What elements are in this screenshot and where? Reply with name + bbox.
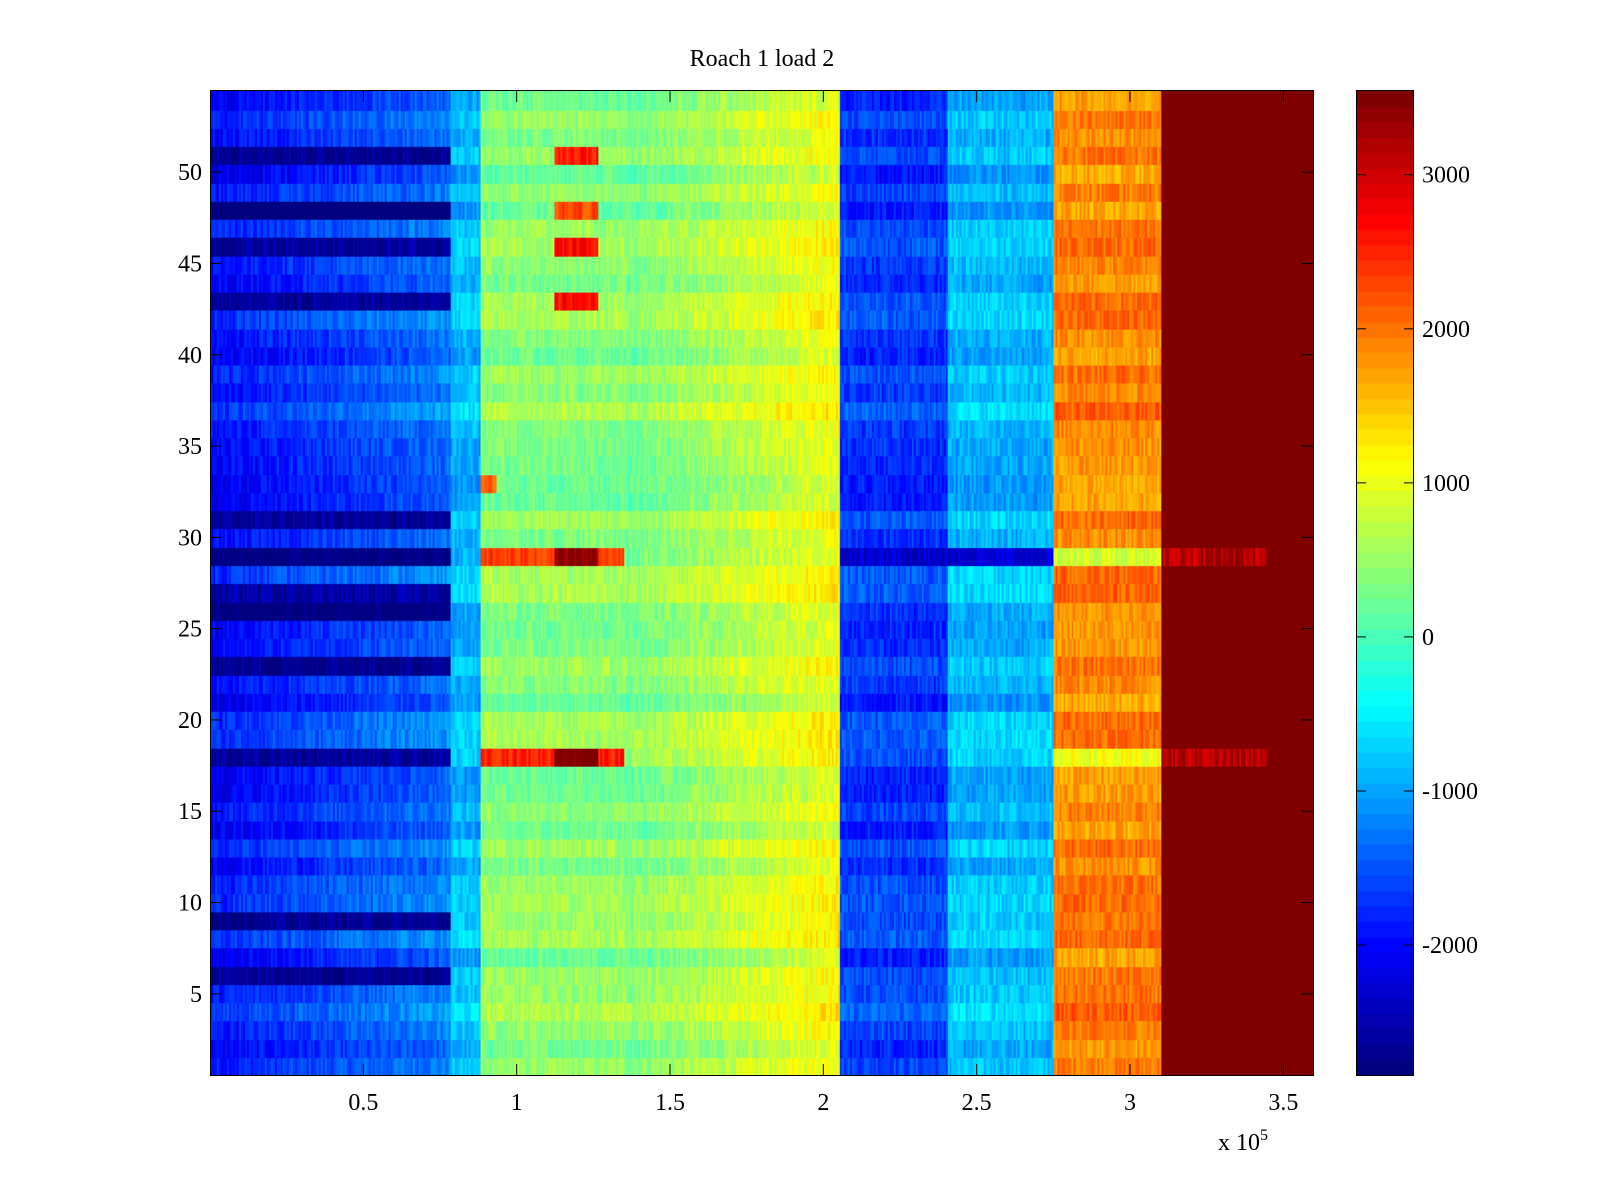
y-tick-label: 5 [190, 982, 202, 1008]
y-tick-label: 40 [178, 343, 202, 369]
y-tick-label: 20 [178, 708, 202, 734]
colorbar [1356, 90, 1414, 1076]
heatmap-image [211, 91, 1313, 1075]
y-tick-label: 30 [178, 525, 202, 551]
x-tick-label: 1.5 [655, 1090, 685, 1116]
colorbar-tick-label: 0 [1422, 625, 1434, 651]
x-tick-label: 0.5 [348, 1090, 378, 1116]
y-tick-label: 45 [178, 251, 202, 277]
colorbar-tick-label: -1000 [1422, 779, 1478, 805]
y-axis-ticks: 5 10 15 20 25 30 35 40 45 50 [178, 160, 1314, 1008]
x-axis-exponent: x 105 [1218, 1127, 1268, 1156]
x-tick-label: 2.5 [962, 1090, 992, 1116]
colorbar-tick-label: 1000 [1422, 471, 1470, 497]
y-tick-label: 35 [178, 434, 202, 460]
x-tick-label: 3 [1124, 1090, 1136, 1116]
x-exponent-base: x 10 [1218, 1130, 1260, 1156]
y-tick-label: 50 [178, 160, 202, 186]
colorbar-gradient [1357, 91, 1413, 1075]
x-tick-label: 2 [817, 1090, 829, 1116]
colorbar-tick-label: -2000 [1422, 933, 1478, 959]
y-tick-label: 25 [178, 617, 202, 643]
x-tick-label: 3.5 [1268, 1090, 1298, 1116]
chart-title: Roach 1 load 2 [690, 46, 835, 72]
y-tick-label: 15 [178, 799, 202, 825]
x-exponent-power: 5 [1260, 1127, 1268, 1144]
colorbar-tick-label: 2000 [1422, 317, 1470, 343]
x-axis-ticks: 0.5 1 1.5 2 2.5 3 3.5 [348, 90, 1298, 1116]
heatmap-plot-area [210, 90, 1314, 1076]
x-tick-label: 1 [511, 1090, 523, 1116]
colorbar-ticks: -2000 -1000 0 1000 2000 3000 [1356, 163, 1478, 959]
colorbar-tick-label: 3000 [1422, 163, 1470, 189]
y-tick-label: 10 [178, 891, 202, 917]
